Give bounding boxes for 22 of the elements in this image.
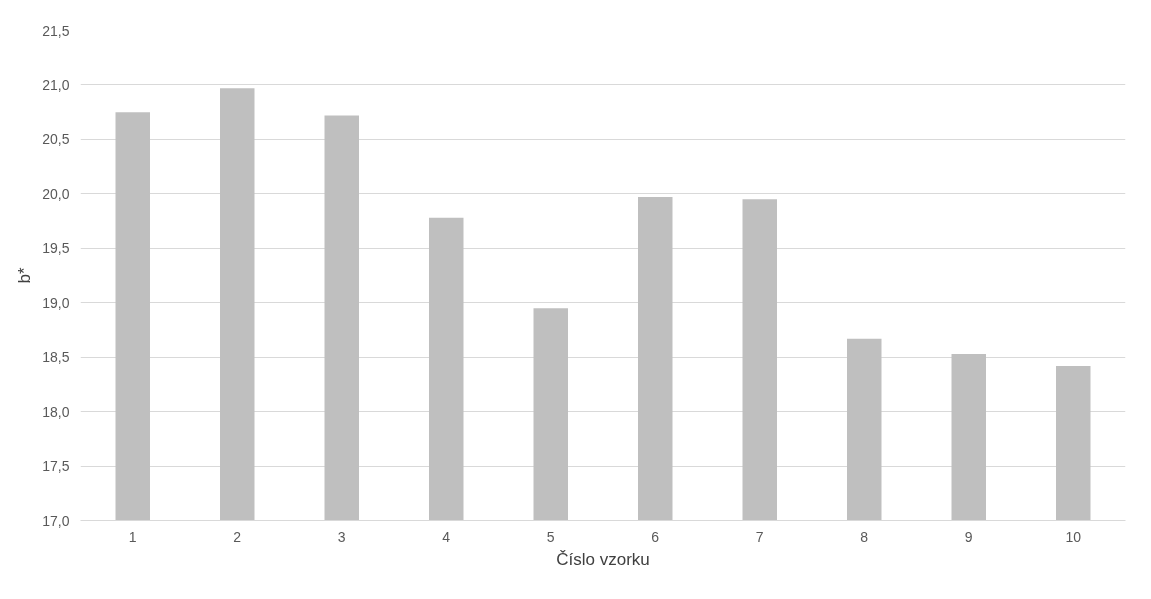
y-tick-label: 18,0 — [42, 403, 70, 420]
x-tick-label: 2 — [233, 528, 242, 545]
y-tick-label: 21,0 — [42, 76, 70, 93]
y-tick-label: 20,5 — [42, 131, 70, 148]
y-tick-label: 17,0 — [42, 512, 70, 529]
y-tick-label: 19,5 — [42, 240, 70, 257]
x-tick-label: 6 — [651, 528, 660, 545]
y-tick-label: 19,0 — [42, 294, 70, 311]
x-tick-label: 8 — [860, 528, 869, 545]
y-tick-label: 21,5 — [42, 22, 70, 39]
x-tick-label: 5 — [546, 528, 555, 545]
x-tick-label: 7 — [755, 528, 764, 545]
x-tick-label: 10 — [1065, 528, 1082, 545]
y-tick-label: 17,5 — [42, 458, 70, 475]
x-tick-label: 3 — [337, 528, 346, 545]
x-tick-label: 1 — [128, 528, 137, 545]
x-axis-title: Číslo vzorku — [556, 549, 650, 569]
x-tick-label: 9 — [964, 528, 973, 545]
x-tick-label: 4 — [442, 528, 451, 545]
y-tick-label: 18,5 — [42, 349, 70, 366]
y-tick-label: 20,0 — [42, 185, 70, 202]
y-axis-title: b* — [15, 267, 35, 284]
